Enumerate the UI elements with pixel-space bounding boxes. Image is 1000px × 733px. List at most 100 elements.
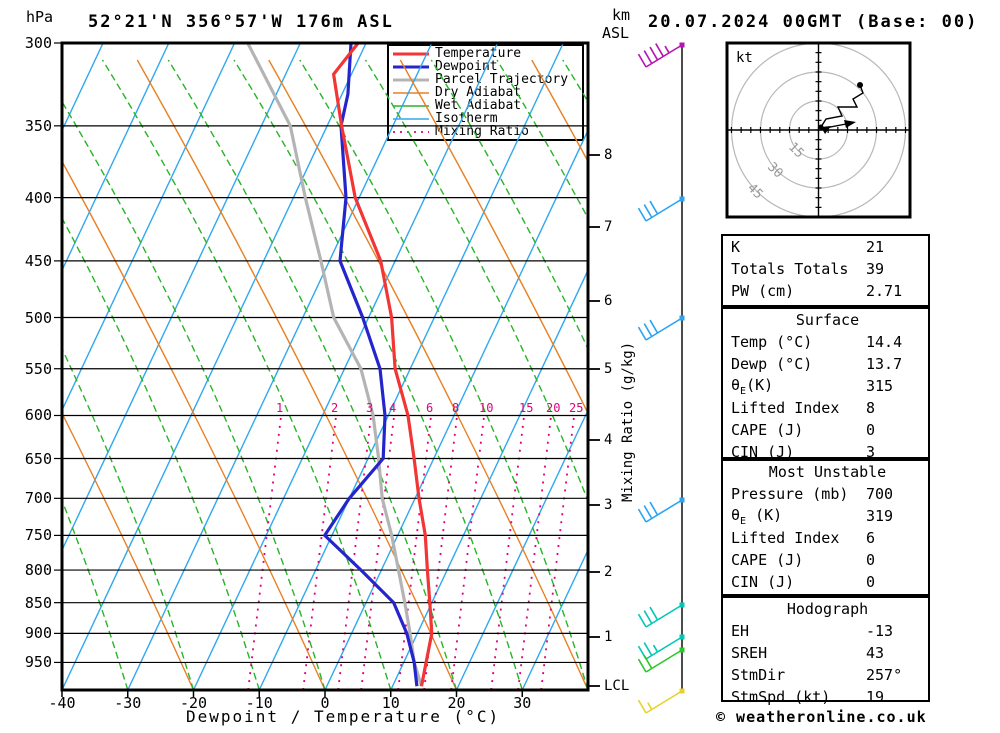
- legend-item: Wet Adiabat: [393, 98, 582, 113]
- table-row-value: 13.7: [866, 355, 903, 373]
- legend-item: Dry Adiabat: [393, 85, 582, 100]
- temp-tick-label: -30: [114, 694, 142, 712]
- table-row-value: 2.71: [866, 282, 903, 300]
- table-row-value: 19: [866, 688, 885, 706]
- table-row-label: StmDir: [731, 666, 786, 684]
- table-section-header: Hodograph: [786, 600, 869, 618]
- mixing-ratio-value-label: 8: [452, 401, 460, 415]
- date-label: 20.07.2024 00GMT (Base: 00): [648, 12, 979, 32]
- table-row-value: 3: [866, 443, 876, 461]
- chart-background-lines: [62, 43, 588, 690]
- table-row-label: SREH: [731, 644, 768, 662]
- pressure-tick-label: 550: [24, 359, 52, 378]
- legend-label: Wet Adiabat: [435, 98, 522, 113]
- table-row: CIN (J) 3: [723, 441, 928, 463]
- pressure-tick-label: 500: [24, 308, 52, 327]
- legend-swatch-wet-adiabat: [393, 104, 429, 107]
- table-row: Dewp (°C) 13.7: [723, 353, 928, 375]
- hodograph: [725, 41, 912, 219]
- temp-tick-label: -20: [179, 694, 208, 712]
- pressure-tick-label: 450: [24, 251, 52, 270]
- wind-barb: [637, 688, 685, 714]
- dry-adiabat-lines: [62, 59, 588, 690]
- table-row-value: 0: [866, 421, 876, 439]
- table-row-label: StmSpd (kt): [731, 688, 831, 706]
- copyright: © weatheronline.co.uk: [716, 708, 927, 726]
- pressure-tick-label: 800: [24, 561, 52, 580]
- wind-barb: [637, 602, 685, 628]
- pressure-unit-label: hPa: [26, 8, 54, 26]
- table-row-value: 8: [866, 399, 876, 417]
- table-row: Lifted Index 8: [723, 397, 928, 419]
- page-title: 52°21'N 356°57'W 176m ASL: [88, 12, 394, 32]
- km-axis-unit: km: [612, 6, 631, 24]
- wind-barb-column: [637, 42, 685, 714]
- wind-barb: [637, 497, 685, 523]
- table-row-value: 257°: [866, 666, 903, 684]
- table-row-value: 39: [866, 260, 885, 278]
- hodograph-trace: [820, 84, 864, 128]
- table-row-label: θE(K): [731, 375, 774, 397]
- mixing-ratio-value-label: 20: [546, 401, 561, 415]
- table-row-label: PW (cm): [731, 282, 795, 300]
- parcel-trajectory-curve: [246, 43, 424, 687]
- legend-label: Parcel Trajectory: [435, 72, 569, 87]
- pressure-tick-label: 950: [24, 653, 52, 672]
- temp-tick-label: -10: [245, 694, 273, 712]
- table-row: StmDir 257°: [723, 664, 928, 686]
- table-row-label: CAPE (J): [731, 421, 804, 439]
- mixing-ratio-value-label: 15: [519, 401, 534, 415]
- table-row: SREH 43: [723, 642, 928, 664]
- legend-item: Temperature: [393, 46, 582, 61]
- temp-tick-label: 10: [381, 694, 400, 712]
- asl-axis-unit: ASL: [602, 24, 630, 42]
- legend-label: Dewpoint: [435, 59, 498, 74]
- table-row: Lifted Index 6: [723, 527, 928, 549]
- km-tick-label: 5: [604, 361, 613, 377]
- pressure-tick-label: 400: [24, 188, 52, 207]
- table-row-label: Temp (°C): [731, 333, 813, 351]
- pressure-tick-label: 350: [24, 116, 52, 135]
- km-tick-label: 8: [604, 147, 613, 163]
- legend-swatch-dewpoint: [393, 65, 429, 68]
- temp-tick-label: -40: [48, 694, 76, 712]
- table-row: PW (cm) 2.71: [723, 280, 928, 302]
- table-section: K 21 Totals Totals 39 PW (cm) 2.71: [721, 234, 930, 307]
- storm-motion-arrow: [844, 120, 856, 128]
- temperature-curve: [332, 43, 434, 687]
- table-row: Totals Totals 39: [723, 258, 928, 280]
- wind-barb: [637, 196, 685, 222]
- legend-item: Dewpoint: [393, 59, 582, 74]
- table-row-label: Dewp (°C): [731, 355, 813, 373]
- table-row: θE(K) 315: [723, 375, 928, 397]
- table-row-label: K: [731, 238, 741, 256]
- legend-swatch-mixing-ratio: [393, 130, 429, 133]
- pressure-tick-label: 650: [24, 449, 52, 468]
- table-section-header: Most Unstable: [768, 463, 887, 481]
- table-section-most-unstable: Most Unstable Pressure (mb) 700 θE (K) 319 Li…: [721, 459, 930, 596]
- pressure-tick-label: 750: [24, 526, 52, 545]
- isotherm-lines: [62, 43, 588, 690]
- table-row-value: 315: [866, 377, 894, 395]
- table-row-value: 0: [866, 551, 876, 569]
- table-row-value: 43: [866, 644, 885, 662]
- table-row-value: 0: [866, 573, 876, 591]
- km-tick-label: 6: [604, 293, 613, 309]
- table-row-label: Lifted Index: [731, 529, 840, 547]
- dewpoint-curve: [323, 43, 419, 687]
- pressure-tick-label: 300: [24, 34, 52, 52]
- wind-barb: [637, 647, 685, 673]
- table-row-label: CIN (J): [731, 573, 795, 591]
- table-row: CAPE (J) 0: [723, 549, 928, 571]
- table-row: K 21: [723, 236, 928, 258]
- table-row-label: EH: [731, 622, 750, 640]
- table-row-label: Pressure (mb): [731, 485, 849, 503]
- wind-barb: [637, 315, 685, 341]
- pressure-tick-label: 700: [24, 489, 52, 508]
- wind-barb: [637, 42, 685, 68]
- table-row: CAPE (J) 0: [723, 419, 928, 441]
- hodograph-frame: [725, 41, 912, 219]
- table-row-label: Totals Totals: [731, 260, 849, 278]
